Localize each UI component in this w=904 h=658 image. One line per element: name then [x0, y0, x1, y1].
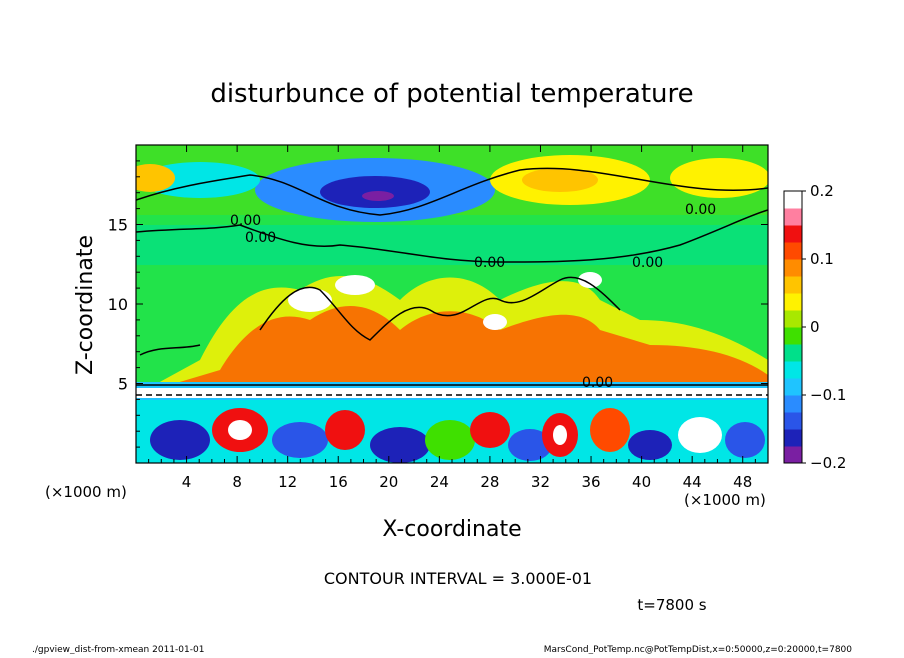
field-bl-red-3 — [470, 412, 510, 448]
x-tick-label: 32 — [531, 473, 550, 491]
field-bl-blue-3 — [370, 427, 430, 463]
colorbar-tick-label: 0.2 — [810, 182, 834, 200]
colorbar-segment — [784, 412, 802, 430]
contour-label: 0.00 — [230, 213, 261, 229]
colorbar-tick-label: −0.1 — [810, 386, 846, 404]
field-plume-3 — [483, 314, 507, 330]
colorbar-segment — [784, 429, 802, 447]
x-tick-label: 48 — [733, 473, 752, 491]
x-tick-label: 44 — [683, 473, 702, 491]
colorbar-segment — [784, 208, 802, 226]
contour-label: 0.00 — [474, 255, 505, 271]
field-bl-blue-1 — [150, 420, 210, 460]
x-tick-label: 8 — [232, 473, 242, 491]
colorbar-segment — [784, 225, 802, 243]
contour-label: 0.00 — [582, 375, 613, 391]
contour-label: 0.00 — [245, 230, 276, 246]
y-axis-label: Z-coordinate — [73, 235, 98, 375]
x-tick-label: 20 — [379, 473, 398, 491]
field-bl-red-5 — [590, 408, 630, 452]
colorbar-segment — [784, 293, 802, 311]
colorbar-segment — [784, 191, 802, 209]
y-tick-label: 5 — [118, 375, 128, 394]
field-warm-far-right — [670, 158, 768, 198]
field-bl-blue-2 — [272, 422, 328, 458]
field-bl-blue-5 — [628, 430, 672, 460]
field-plume-4 — [578, 272, 602, 288]
plot-area: 0.00 0.00 0.00 0.00 0.00 0.00 — [136, 145, 768, 463]
x-tick-label: 12 — [278, 473, 297, 491]
contour-line-zero-2 — [139, 344, 201, 356]
contour-line-upper — [136, 167, 768, 216]
chart-title: disturbunce of potential temperature — [210, 79, 693, 109]
y-tick-label: 15 — [108, 216, 128, 235]
colorbar-segment — [784, 395, 802, 413]
x-tick-label: 24 — [430, 473, 449, 491]
time-label: t=7800 s — [637, 596, 706, 614]
x-tick-label: 28 — [480, 473, 499, 491]
x-tick-label: 40 — [632, 473, 651, 491]
field-convective-orange — [136, 306, 768, 395]
contour-line-zero-1 — [136, 209, 768, 263]
contour-line-convective — [259, 276, 621, 341]
footer-left: ./gpview_dist-from-xmean 2011-01-01 — [32, 645, 204, 654]
x-axis-label: X-coordinate — [382, 517, 521, 542]
x-tick-label: 4 — [182, 473, 192, 491]
contour-label: 0.00 — [632, 255, 663, 271]
x-tick-label: 36 — [581, 473, 600, 491]
contour-lines — [136, 167, 768, 396]
colorbar-segment — [784, 378, 802, 396]
field-cold-layer-white — [136, 388, 768, 398]
y-axis-ticks: 5 10 15 — [108, 160, 768, 448]
colorbar-tick-label: 0 — [810, 318, 820, 336]
colorbar-segment — [784, 310, 802, 328]
contour-label: 0.00 — [685, 202, 716, 218]
field-band-mid — [136, 225, 768, 265]
field-warm-far-left — [136, 164, 175, 192]
colorbar-segment — [784, 276, 802, 294]
colorbar-segment — [784, 361, 802, 379]
field-bl-white-2 — [553, 425, 567, 445]
colorbar-tick-label: −0.2 — [810, 454, 846, 472]
field-plume-2 — [335, 275, 375, 295]
field-bl-white-1 — [228, 420, 252, 440]
footer-right: MarsCond_PotTemp.nc@PotTempDist,x=0:5000… — [544, 645, 853, 654]
colorbar-tick-label: 0.1 — [810, 250, 834, 268]
colorbar-segment — [784, 344, 802, 362]
field-bl-blue-4 — [508, 429, 552, 461]
colorbar-ticks: 0.2 0.1 0 −0.1 −0.2 — [802, 182, 846, 472]
field-bl-blue-6 — [725, 422, 765, 458]
x-axis-ticks: 4 8 12 16 20 24 28 32 36 40 44 48 — [148, 145, 756, 491]
colorbar — [784, 191, 802, 464]
contour-labels: 0.00 0.00 0.00 0.00 0.00 0.00 — [230, 202, 716, 391]
x-unit-left: (×1000 m) — [45, 483, 127, 501]
y-tick-label: 10 — [108, 295, 128, 314]
colorbar-segment — [784, 242, 802, 260]
field-cold-core-center — [362, 191, 394, 201]
field-bl-white-3 — [678, 417, 722, 453]
contour-interval-text: CONTOUR INTERVAL = 3.000E-01 — [324, 569, 592, 588]
field-bl-red-2 — [325, 410, 365, 450]
colorbar-segment — [784, 446, 802, 464]
field-plume-1 — [288, 288, 332, 312]
x-unit-right: (×1000 m) — [684, 491, 766, 509]
field-bl-green-1 — [425, 420, 475, 460]
colorbar-segment — [784, 327, 802, 345]
field-warm-right-inner — [522, 168, 598, 192]
colorbar-segment — [784, 259, 802, 277]
x-tick-label: 16 — [329, 473, 348, 491]
